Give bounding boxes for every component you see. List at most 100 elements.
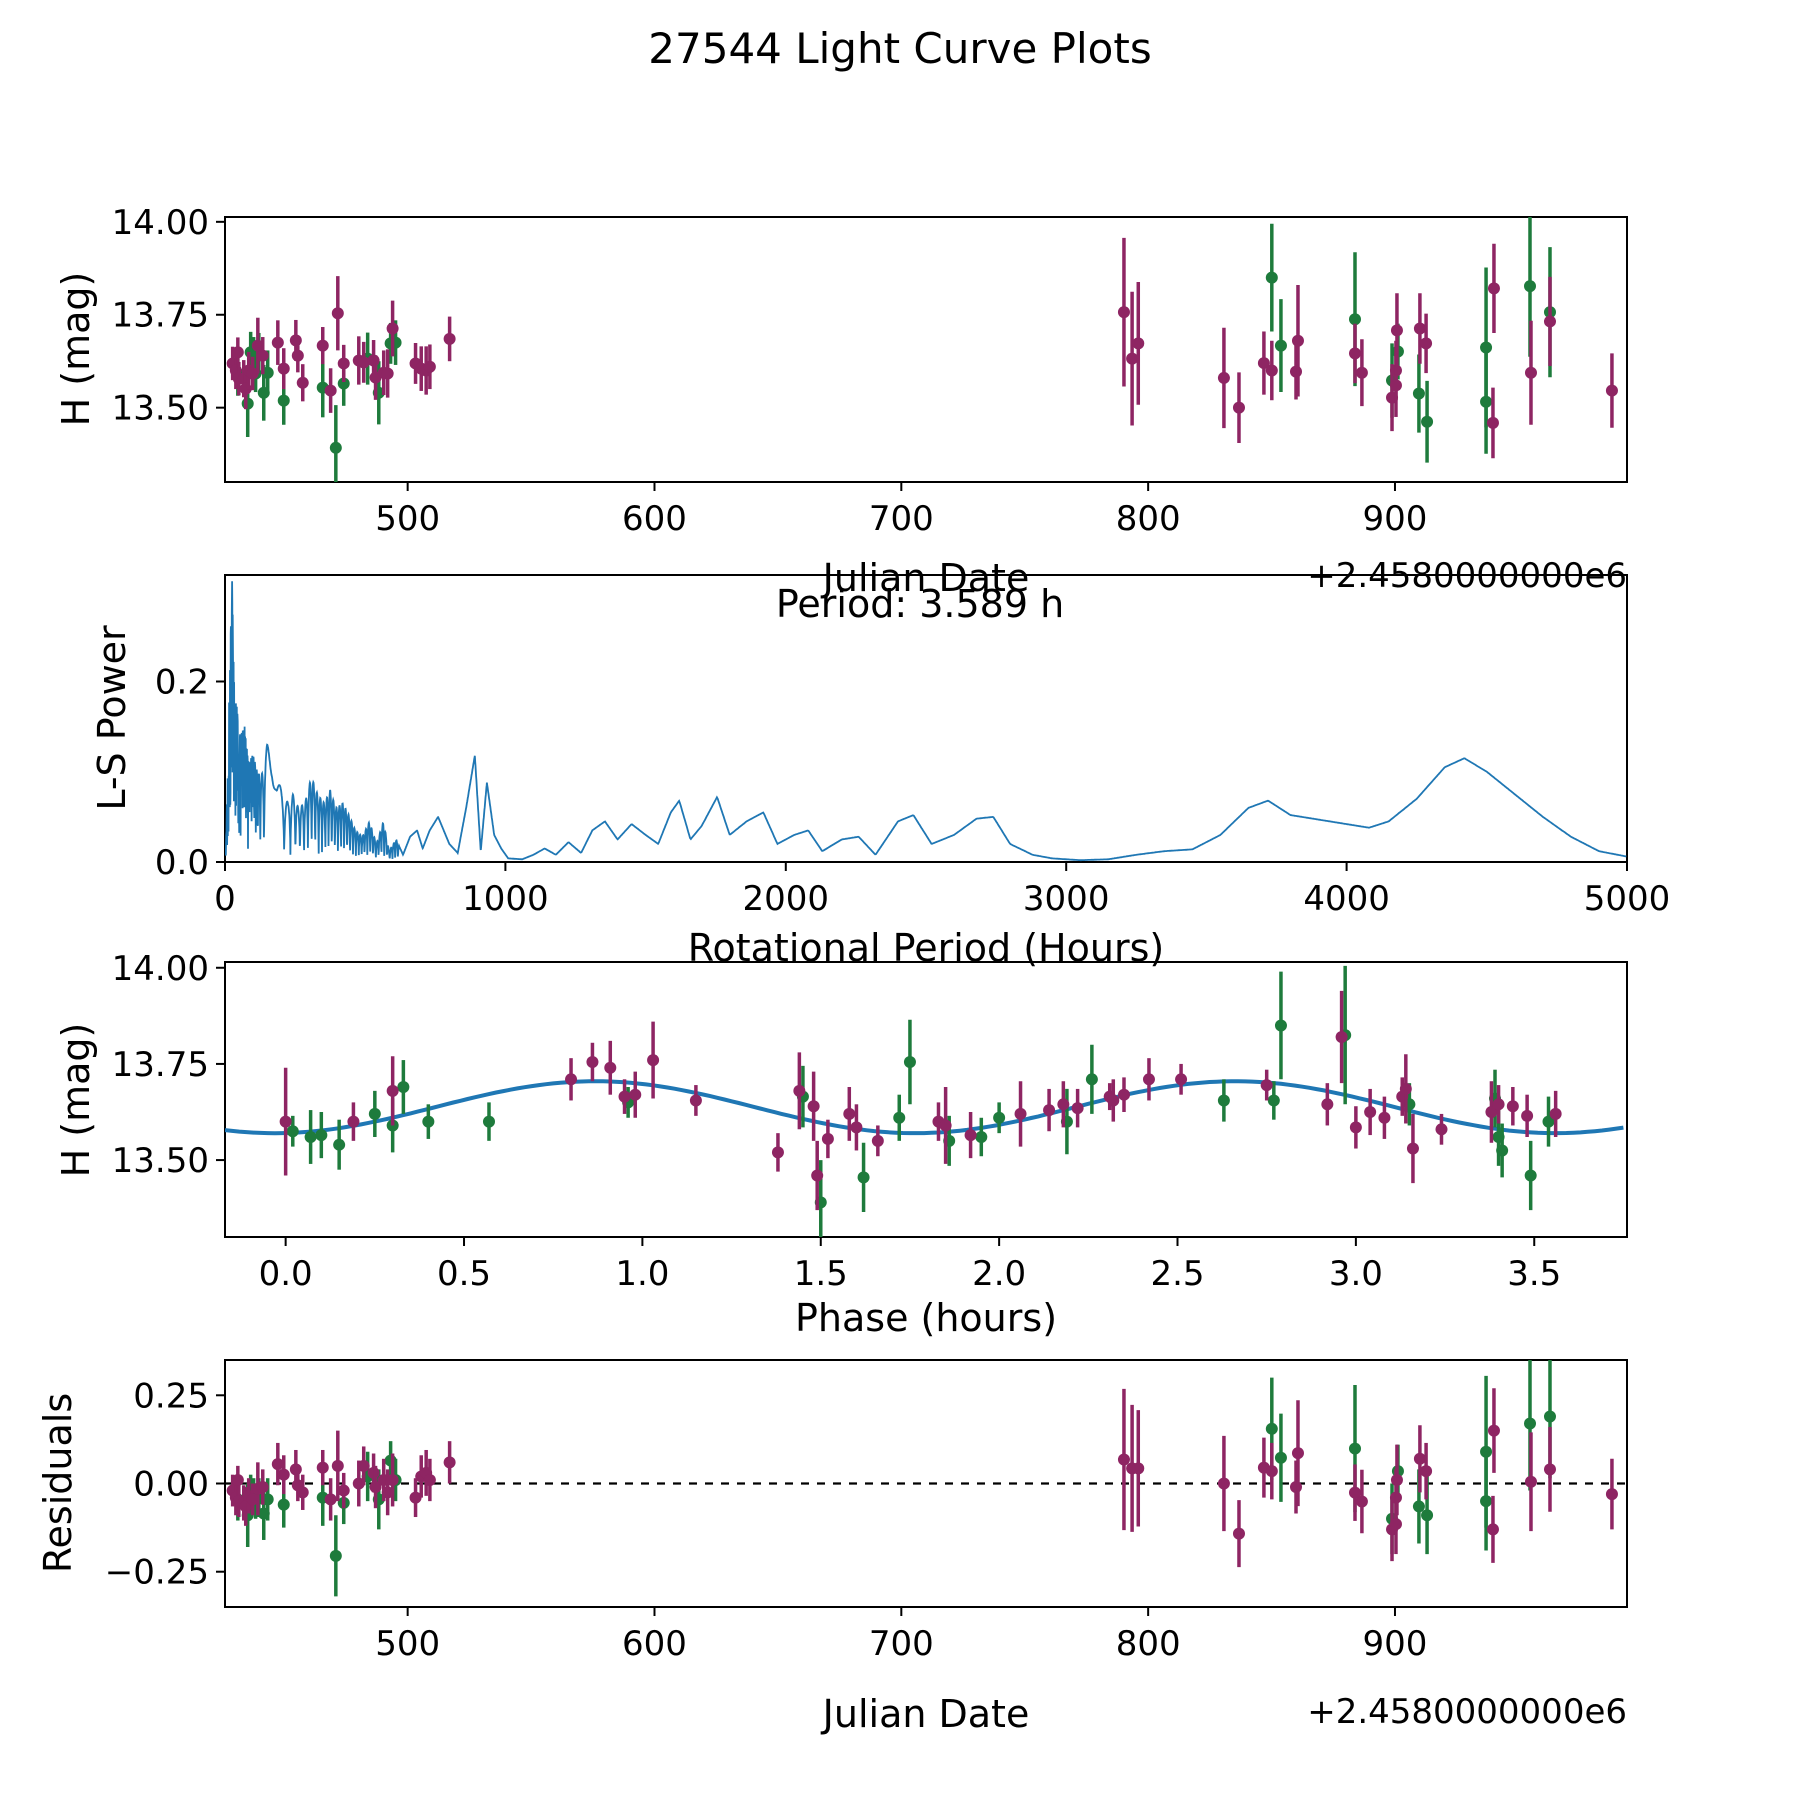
crimson-filter-point [1420, 1465, 1433, 1478]
residuals-x-tick-label: 700 [869, 1624, 934, 1664]
residuals-y-tick-label: 0.00 [133, 1465, 209, 1505]
crimson-filter-point [1265, 1465, 1278, 1478]
green-filter-point [1412, 387, 1425, 400]
crimson-filter-point [1289, 365, 1302, 378]
crimson-filter-point [324, 1493, 337, 1506]
crimson-filter-point [1071, 1102, 1084, 1115]
crimson-filter-point [1605, 384, 1618, 397]
crimson-filter-point [807, 1100, 820, 1113]
lightcurve-axis-offset: +2.4580000000e6 [1307, 556, 1627, 596]
green-filter-point [329, 1549, 342, 1562]
crimson-filter-point [1355, 1495, 1368, 1508]
green-filter-point [315, 1129, 328, 1142]
crimson-filter-point [1260, 1079, 1273, 1092]
green-filter-point [893, 1111, 906, 1124]
crimson-filter-point [689, 1094, 702, 1107]
crimson-filter-point [1349, 1121, 1362, 1134]
lightcurve-xlabel: Julian Date [822, 556, 1030, 600]
crimson-filter-point [629, 1088, 642, 1101]
phase-fold-x-tick-label: 2.0 [972, 1254, 1026, 1294]
crimson-filter-point [1126, 352, 1139, 365]
periodogram-x-tick-label: 0 [214, 879, 236, 919]
green-filter-point [1543, 1410, 1556, 1423]
crimson-filter-point [316, 1461, 329, 1474]
residuals-x-tick-label: 800 [1116, 1624, 1181, 1664]
crimson-filter-point [843, 1107, 856, 1120]
crimson-filter-point [1605, 1488, 1618, 1501]
green-filter-point [422, 1115, 435, 1128]
crimson-filter-point [289, 1463, 302, 1476]
crimson-filter-point [1487, 1424, 1500, 1437]
green-filter-point [1480, 1495, 1493, 1508]
green-filter-point [1524, 1169, 1537, 1182]
crimson-filter-point [793, 1084, 806, 1097]
green-filter-point [1267, 1094, 1280, 1107]
crimson-filter-point [1107, 1094, 1120, 1107]
crimson-filter-point [604, 1061, 617, 1074]
crimson-filter-point [1486, 1523, 1499, 1536]
crimson-filter-point [443, 332, 456, 345]
crimson-filter-point [256, 1481, 269, 1494]
crimson-filter-point [1543, 1463, 1556, 1476]
crimson-filter-point [1043, 1104, 1056, 1117]
crimson-filter-point [1390, 1473, 1403, 1486]
phase-fold-y-tick-label: 13.75 [112, 1045, 209, 1085]
crimson-filter-point [277, 362, 290, 375]
green-filter-point [1412, 1500, 1425, 1513]
phase-fold-x-tick-label: 0.0 [259, 1254, 313, 1294]
crimson-filter-point [381, 1486, 394, 1499]
crimson-filter-point [296, 376, 309, 389]
lightcurve-ylabel: H (mag) [54, 271, 98, 427]
crimson-filter-point [1117, 1088, 1130, 1101]
green-filter-point [857, 1171, 870, 1184]
phase-fold-x-tick-label: 3.0 [1329, 1254, 1383, 1294]
green-filter-point [1274, 1451, 1287, 1464]
crimson-filter-point [1348, 1486, 1361, 1499]
phase-fold-axes-frame [224, 961, 1628, 1238]
crimson-filter-point [1117, 1453, 1130, 1466]
residuals-y-tick-label: −0.25 [105, 1553, 209, 1593]
crimson-filter-point [367, 1466, 380, 1479]
residuals-x-tick-label: 900 [1363, 1624, 1428, 1664]
crimson-filter-point [386, 1084, 399, 1097]
crimson-filter-point [331, 307, 344, 320]
crimson-filter-point [1389, 379, 1402, 392]
green-filter-point [277, 1498, 290, 1511]
crimson-filter-point [331, 1459, 344, 1472]
green-filter-point [1523, 280, 1536, 293]
crimson-filter-point [279, 1115, 292, 1128]
green-filter-point [261, 1493, 274, 1506]
crimson-filter-point [1406, 1142, 1419, 1155]
phase-fold-x-tick-label: 2.5 [1150, 1254, 1204, 1294]
periodogram-data-group [225, 581, 1627, 862]
green-filter-point [241, 397, 254, 410]
phase-xlabel: Phase (hours) [794, 1296, 1058, 1340]
residuals-axis-offset: +2.4580000000e6 [1307, 1692, 1627, 1732]
crimson-filter-point [565, 1073, 578, 1086]
crimson-filter-point [1265, 364, 1278, 377]
crimson-filter-point [1364, 1106, 1377, 1118]
lightcurve-y-tick-label: 13.75 [112, 296, 209, 336]
periodogram-y-tick-label: 0.0 [155, 843, 209, 883]
crimson-filter-point [357, 356, 370, 369]
crimson-filter-point [381, 367, 394, 380]
green-filter-point [304, 1131, 317, 1143]
green-filter-point [333, 1138, 346, 1151]
crimson-filter-point [1413, 1452, 1426, 1465]
green-filter-point [368, 1107, 381, 1120]
crimson-filter-point [296, 1486, 309, 1499]
crimson-filter-point [1524, 1475, 1537, 1488]
periodogram-x-tick-label: 4000 [1303, 879, 1390, 919]
crimson-filter-point [647, 1054, 660, 1067]
periodogram-axes-frame [224, 574, 1628, 863]
crimson-filter-point [251, 339, 264, 352]
green-filter-point [1348, 313, 1361, 326]
phase-fold-y-tick-label: 13.50 [112, 1141, 209, 1181]
crimson-filter-point [1521, 1109, 1534, 1122]
periodogram-x-tick-label: 1000 [462, 879, 549, 919]
residuals-data-group [225, 1360, 1627, 1597]
lightcurve-x-tick-label: 600 [622, 499, 687, 539]
crimson-filter-point [821, 1132, 834, 1145]
phase-fold-x-tick-label: 3.5 [1507, 1254, 1561, 1294]
